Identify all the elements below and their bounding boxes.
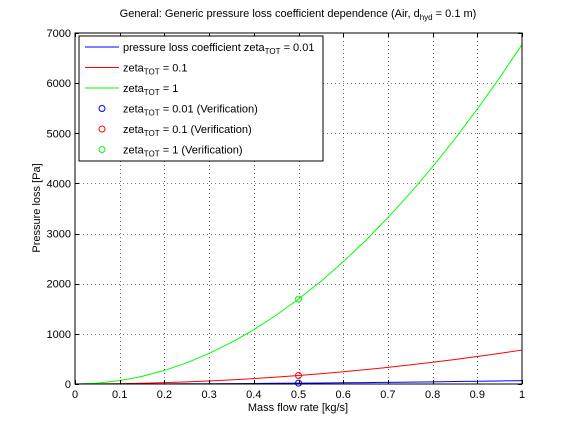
x-tick-label: 0.9 (470, 389, 485, 401)
ticks (75, 33, 523, 385)
y-tick-label: 4000 (47, 178, 71, 190)
series-line (74, 44, 523, 385)
y-tick-label: 0 (65, 379, 71, 391)
y-tick-label: 2000 (47, 279, 71, 291)
x-axis-label: Mass flow rate [kg/s] (248, 402, 348, 414)
legend-marker-swatch (98, 125, 106, 133)
legend-label: zetaTOT = 0.01 (Verification) (123, 104, 258, 118)
grid (75, 33, 522, 384)
x-tick-label: 0.5 (291, 389, 306, 401)
y-tick-label: 3000 (47, 229, 71, 241)
legend-marker-swatch (98, 105, 106, 112)
y-tick-labels: 0 1000 2000 3000 4000 5000 6000 7000 (47, 28, 71, 391)
plot-frame (74, 32, 523, 385)
legend: pressure loss coefficient zetaTOT = 0.01… (78, 35, 324, 162)
verification-marker (295, 295, 302, 303)
x-tick-label: 0.4 (246, 389, 261, 401)
x-tick-labels: 0 0.1 0.2 0.3 0.4 0.5 0.6 0.7 0.8 0.9 1 (72, 389, 525, 401)
x-tick-label: 0 (72, 389, 78, 401)
x-tick-label: 0.3 (201, 389, 216, 401)
y-tick-label: 5000 (47, 128, 71, 140)
series-markers (295, 295, 302, 387)
legend-label: pressure loss coefficient zetaTOT = 0.01 (123, 42, 314, 56)
legend-marker-swatch (98, 146, 106, 153)
x-tick-label: 0.2 (157, 389, 172, 401)
verification-marker (295, 379, 302, 387)
x-tick-label: 0.7 (380, 389, 395, 401)
verification-marker (295, 371, 302, 379)
chart-title: General: Generic pressure loss coefficie… (120, 8, 477, 22)
x-tick-label: 0.1 (112, 389, 127, 401)
legend-label: zetaTOT = 1 (Verification) (123, 145, 243, 159)
legend-box (78, 35, 324, 162)
y-axis-label: Pressure loss [Pa] (31, 163, 43, 252)
legend-label: zetaTOT = 1 (123, 83, 178, 97)
x-tick-label: 0.8 (425, 389, 440, 401)
y-tick-label: 1000 (47, 329, 71, 341)
y-tick-label: 7000 (47, 28, 71, 40)
x-tick-label: 0.6 (336, 389, 351, 401)
legend-entries: pressure loss coefficient zetaTOT = 0.01… (85, 42, 314, 159)
legend-label: zetaTOT = 0.1 (123, 63, 187, 77)
y-tick-label: 6000 (47, 78, 71, 90)
series-line (74, 349, 523, 385)
legend-label: zetaTOT = 0.1 (Verification) (123, 124, 252, 138)
x-tick-label: 1 (519, 389, 525, 401)
